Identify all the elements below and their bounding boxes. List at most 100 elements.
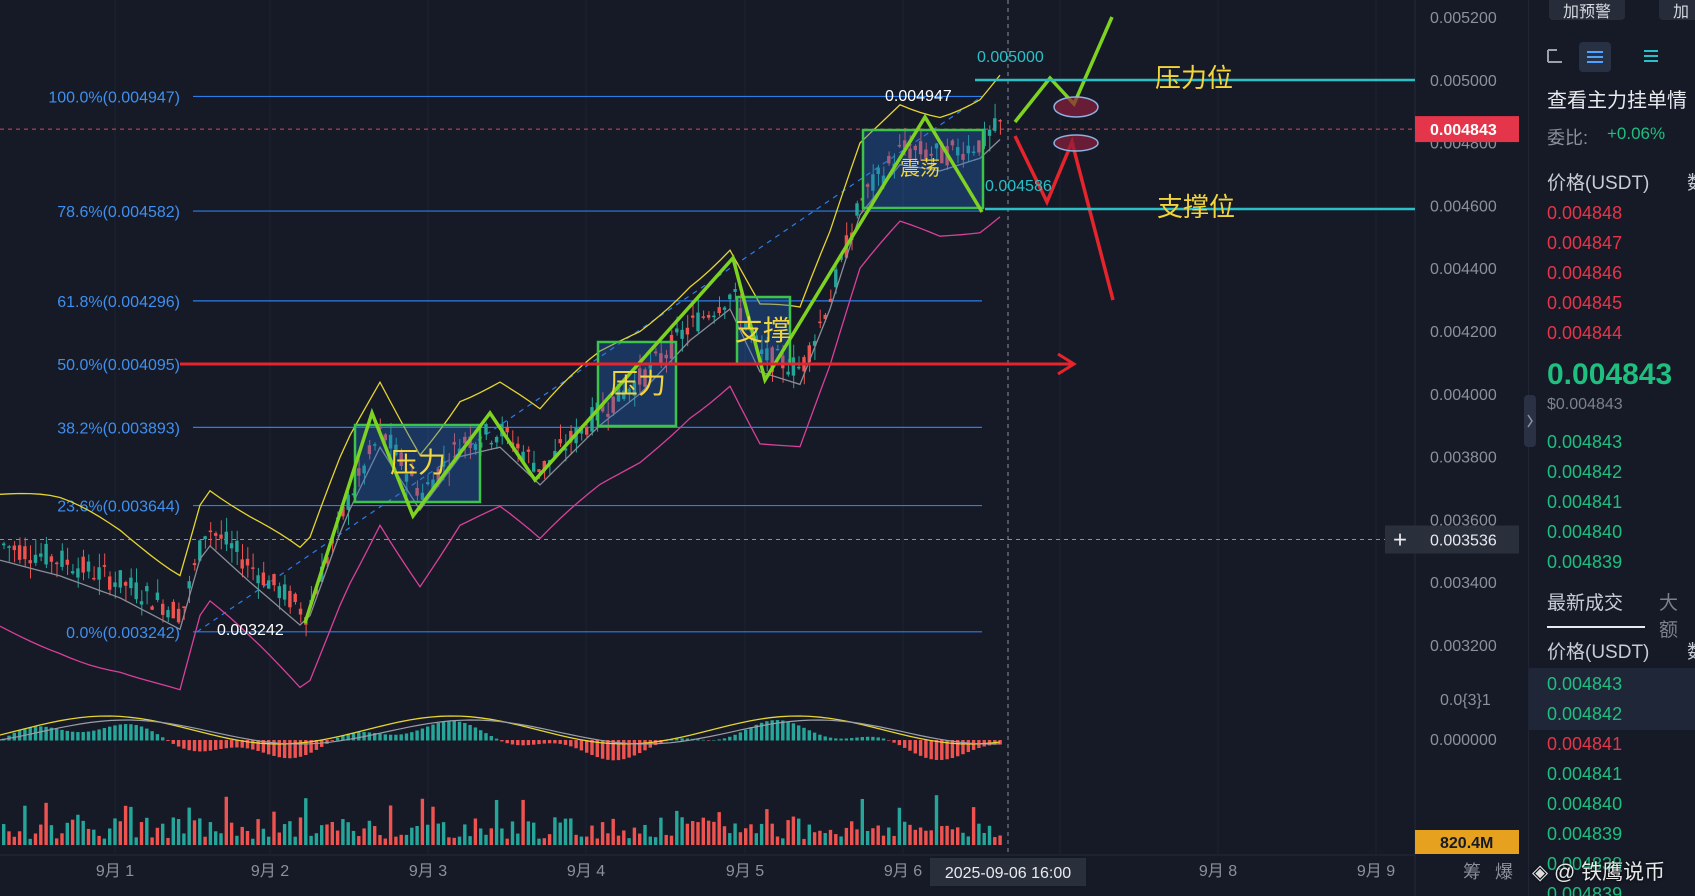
volume-bar: [113, 818, 117, 845]
order-book-panel: 加预警 加 查看主力挂单情 委比: +0.06% 价格(USDT) 数 0.00…: [1528, 0, 1695, 896]
bid-price[interactable]: 0.004843: [1547, 432, 1623, 452]
trade-price[interactable]: 0.004841: [1547, 764, 1623, 784]
candle-body: [97, 567, 101, 580]
candle-body: [452, 442, 456, 445]
candle-body: [240, 559, 244, 569]
volume-bar: [17, 831, 22, 845]
trade-price[interactable]: 0.004840: [1547, 794, 1623, 814]
macd-bar: [468, 724, 472, 741]
tab-latest-trades[interactable]: 最新成交: [1547, 593, 1624, 614]
macd-bar: [420, 728, 425, 741]
candle-body: [219, 534, 223, 539]
lower-band: [0, 216, 1001, 691]
volume-bar: [887, 827, 891, 845]
bid-price[interactable]: 0.004840: [1547, 522, 1623, 542]
fib-label: 78.6%(0.004582): [57, 204, 180, 221]
volume-bar: [632, 827, 637, 845]
chart-canvas[interactable]: 0.0052000.0050000.0048000.0046000.004400…: [0, 0, 1528, 896]
trend-zigzag: [303, 113, 984, 624]
candle-body: [998, 119, 1002, 122]
macd-bar: [304, 740, 308, 756]
macd-bar: [60, 729, 64, 741]
price-chart[interactable]: 0.005200 0.005000 0.004800 0.004600 0.004400…: [0, 0, 1528, 896]
ask-price[interactable]: 0.004844: [1547, 323, 1623, 343]
trade-highlight: [1529, 668, 1695, 730]
support-marker: [1053, 134, 1099, 152]
ask-price[interactable]: 0.004846: [1547, 263, 1623, 283]
volume-bar: [28, 838, 32, 845]
macd-bar: [950, 740, 955, 759]
volume-bar: [415, 826, 419, 845]
macd-bar: [219, 740, 223, 750]
macd-bar: [102, 728, 107, 741]
macd-bar: [441, 721, 446, 741]
candle-body: [733, 289, 737, 292]
ask-price[interactable]: 0.004847: [1547, 233, 1623, 253]
candle-body: [214, 533, 218, 536]
macd-bar: [765, 721, 769, 741]
macd-bar: [871, 736, 875, 741]
add-alert-button[interactable]: 加预警: [1549, 0, 1626, 21]
macd-bar: [532, 740, 536, 745]
macd-bar: [791, 723, 796, 741]
volume-bar: [823, 833, 827, 845]
volume-bar: [940, 826, 944, 845]
candle-body: [383, 434, 387, 441]
volume-bar: [918, 827, 923, 845]
volume-bar: [97, 835, 101, 845]
list-icon[interactable]: [1641, 46, 1661, 71]
order-book-title[interactable]: 查看主力挂单情: [1547, 90, 1687, 112]
volume-bar: [208, 822, 213, 845]
macd-bar: [251, 740, 255, 750]
macd-bar: [139, 726, 144, 741]
macd-bar: [479, 730, 483, 741]
macd-bar: [717, 739, 721, 741]
candle-body: [648, 362, 652, 369]
trade-price[interactable]: 0.004839: [1547, 824, 1623, 844]
bid-price[interactable]: 0.004839: [1547, 552, 1623, 572]
candle-body: [632, 382, 637, 396]
candle-body: [229, 543, 234, 549]
support-value-label: 0.004586: [985, 178, 1052, 195]
layout-toggle-icon[interactable]: [1579, 42, 1611, 72]
volume-bar: [320, 825, 324, 845]
candle-body: [797, 366, 801, 369]
volume-bar: [786, 820, 790, 845]
candle-body: [33, 554, 38, 563]
price-axis-tick: 0.003600: [1430, 512, 1497, 529]
candle-body: [12, 545, 16, 551]
bid-price[interactable]: 0.004841: [1547, 492, 1623, 512]
macd-bar: [298, 740, 303, 757]
expand-icon[interactable]: [1545, 46, 1565, 71]
add-button[interactable]: 加: [1659, 0, 1695, 21]
macd-bar: [775, 720, 780, 741]
volume-bar: [166, 837, 170, 845]
macd-bar: [267, 740, 271, 755]
candle-body: [489, 442, 493, 445]
volume-bar: [341, 819, 345, 845]
crosshair-price-tag: [1415, 525, 1519, 554]
ask-price[interactable]: 0.004845: [1547, 293, 1623, 313]
candle-body: [235, 540, 239, 552]
candle-body: [176, 608, 181, 623]
price-axis-tick: 0.004200: [1430, 324, 1497, 341]
tab-large-trades[interactable]: 大额: [1659, 593, 1679, 641]
trade-price[interactable]: 0.004842: [1547, 704, 1623, 724]
macd-bar: [924, 740, 928, 758]
macd-bar: [494, 738, 499, 741]
candle-body: [553, 450, 557, 458]
bid-price[interactable]: 0.004842: [1547, 462, 1623, 482]
candle-body: [818, 321, 822, 324]
ask-price[interactable]: 0.004848: [1547, 203, 1623, 223]
panel-collapse-handle[interactable]: [1524, 395, 1536, 447]
macd-bar: [590, 740, 594, 756]
volume-bar: [600, 822, 605, 845]
trade-price[interactable]: 0.004843: [1547, 674, 1623, 694]
macd-bar: [706, 740, 711, 741]
volume-bar: [982, 832, 986, 845]
trade-price[interactable]: 0.004839: [1547, 884, 1623, 896]
trade-price[interactable]: 0.004838: [1547, 854, 1623, 874]
candle-body: [431, 479, 435, 492]
volume-bar: [357, 836, 361, 845]
trade-price[interactable]: 0.004841: [1547, 734, 1623, 754]
